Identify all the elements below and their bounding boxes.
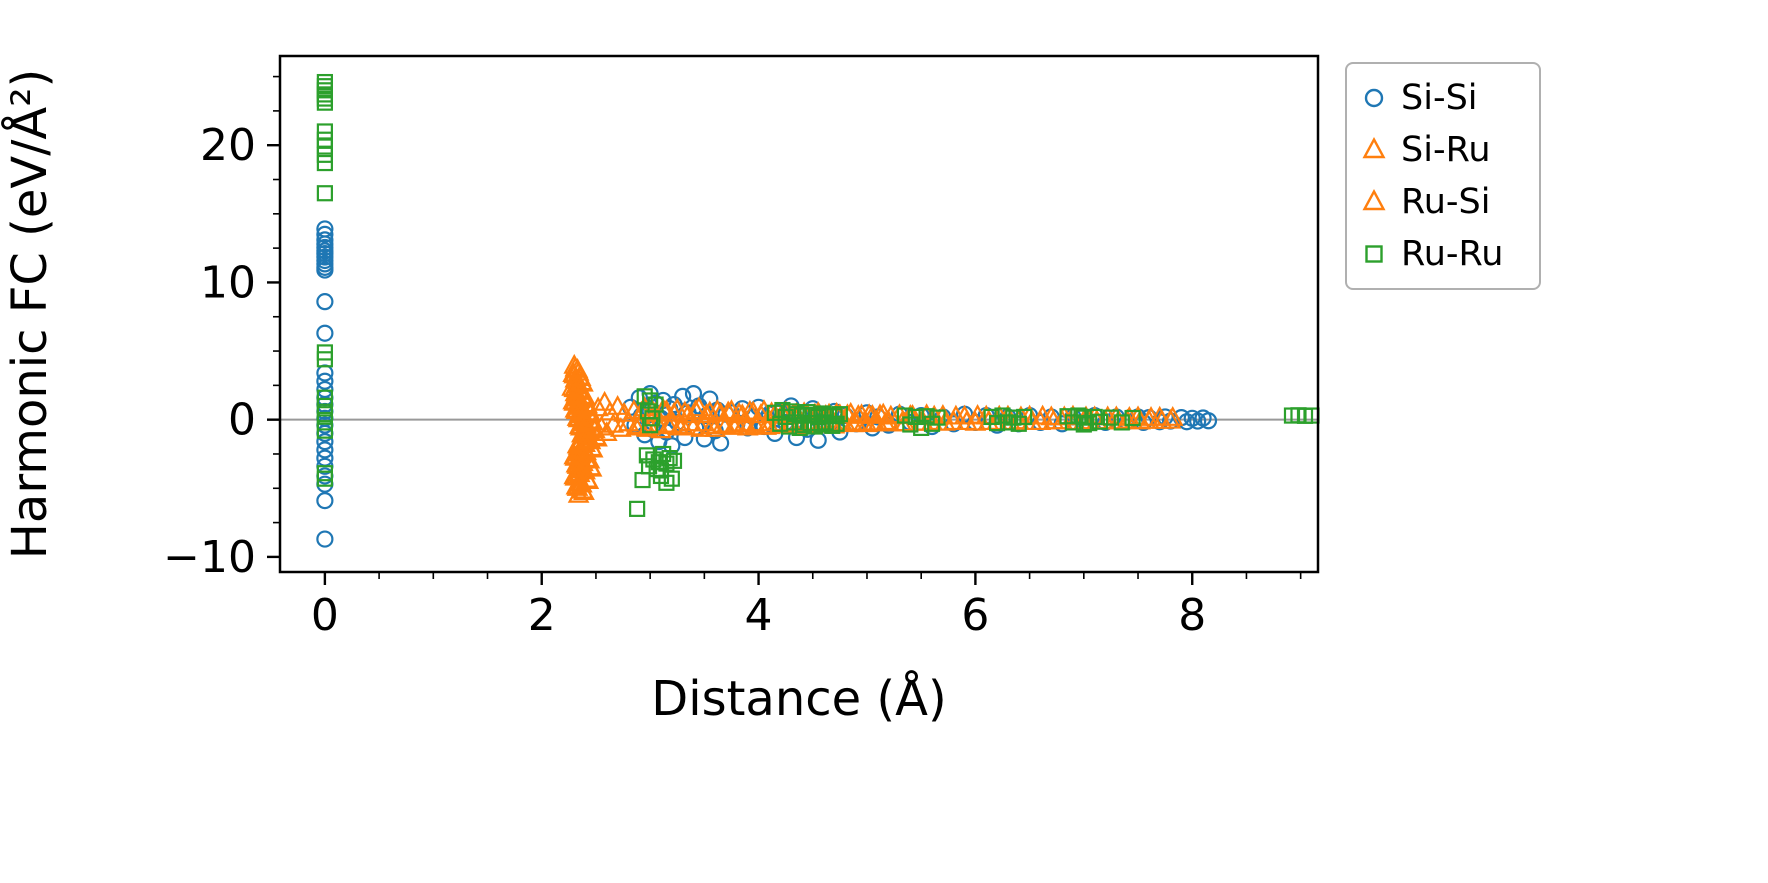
legend-label-ru-si: Ru-Si (1401, 181, 1491, 222)
y-axis-label: Harmonic FC (eV/Å²) (1, 69, 58, 559)
x-tick-label: 0 (311, 590, 339, 641)
y-tick-label: 0 (228, 395, 256, 446)
y-tick-label: 20 (200, 120, 256, 171)
series-si-si (316, 220, 1218, 548)
legend-item-si-ru: Si-Ru (1357, 128, 1529, 172)
x-tick-label: 4 (745, 590, 773, 641)
legend-item-si-si: Si-Si (1357, 76, 1529, 120)
y-tick-label: 10 (200, 257, 256, 308)
y-tick-label: −10 (163, 532, 256, 583)
axes-frame (278, 54, 1320, 574)
x-axis-label: Distance (Å) (651, 670, 946, 727)
legend: Si-Si Si-Ru Ru-Si Ru-Ru (1345, 62, 1541, 290)
legend-circle-marker-icon (1364, 88, 1384, 108)
axis-ticks (267, 75, 1302, 585)
legend-triangle-marker-icon (1362, 136, 1386, 159)
legend-square-marker-icon (1365, 245, 1383, 263)
x-tick-label: 8 (1178, 590, 1206, 641)
legend-label-ru-ru: Ru-Ru (1401, 233, 1504, 274)
x-tick-label: 2 (528, 590, 556, 641)
legend-label-si-si: Si-Si (1401, 77, 1478, 118)
legend-triangle-marker-icon (1362, 188, 1386, 211)
series-ru-ru (316, 73, 1320, 517)
legend-item-ru-ru: Ru-Ru (1357, 232, 1529, 276)
legend-item-ru-si: Ru-Si (1357, 180, 1529, 224)
legend-label-si-ru: Si-Ru (1401, 129, 1491, 170)
x-tick-label: 6 (961, 590, 989, 641)
